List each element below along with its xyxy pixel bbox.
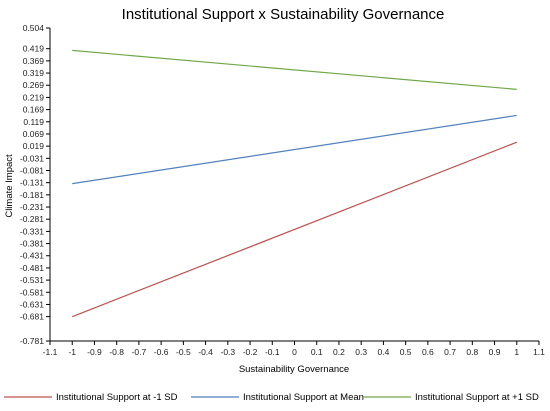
- y-tick-label: 0.069: [23, 129, 45, 139]
- x-tick-label: 1.1: [533, 347, 545, 357]
- x-tick-label: 0.9: [489, 347, 501, 357]
- y-tick-label: -0.181: [20, 190, 44, 200]
- x-axis-label: Sustainability Governance: [239, 364, 349, 375]
- x-tick-label: -0.8: [109, 347, 124, 357]
- x-tick-label: 0.6: [422, 347, 434, 357]
- x-tick-label: -0.6: [154, 347, 169, 357]
- y-tick-label: -0.231: [20, 202, 44, 212]
- x-tick-label: -0.1: [265, 347, 280, 357]
- legend-label: Institutional Support at -1 SD: [56, 392, 178, 403]
- x-axis-ticks: -1.1 -1 -0.9 -0.8 -0.7 -0.6 -0.5 -0.4 -0.3 -0.2 -0…: [43, 341, 545, 357]
- y-tick-label: 0.319: [23, 68, 45, 78]
- x-tick-label: 0.8: [466, 347, 478, 357]
- x-tick-label: -1.1: [43, 347, 58, 357]
- y-tick-label: -0.431: [20, 251, 44, 261]
- y-tick-label: 0.369: [23, 56, 45, 66]
- x-tick-label: 1: [514, 347, 519, 357]
- y-tick-label: -0.381: [20, 239, 44, 249]
- y-tick-label: -0.481: [20, 263, 44, 273]
- y-tick-label: -0.031: [20, 153, 44, 163]
- y-tick-label: -0.081: [20, 165, 44, 175]
- x-tick-label: -0.5: [176, 347, 191, 357]
- series-line-1: [72, 114, 517, 185]
- series-lines: [72, 49, 517, 318]
- y-tick-label: -0.681: [20, 312, 44, 322]
- x-tick-label: 0.2: [333, 347, 345, 357]
- y-tick-label: 0.019: [23, 141, 45, 151]
- x-tick-label: 0.7: [444, 347, 456, 357]
- x-tick-label: -0.4: [198, 347, 213, 357]
- x-tick-label: 0: [292, 347, 297, 357]
- y-axis-label: Climate Impact: [4, 154, 15, 218]
- legend: Institutional Support at -1 SD Institutio…: [4, 392, 539, 403]
- legend-label: Institutional Support at +1 SD: [415, 392, 539, 403]
- x-tick-label: -0.7: [132, 347, 147, 357]
- y-tick-label: -0.131: [20, 178, 44, 188]
- axes: [49, 28, 539, 342]
- y-tick-label: 0.119: [23, 117, 44, 127]
- y-tick-label: -0.581: [20, 287, 44, 297]
- y-tick-label: -0.281: [20, 214, 44, 224]
- y-tick-label: -0.781: [20, 336, 44, 346]
- series-line-2: [72, 49, 517, 90]
- y-axis-ticks: 0.504 0.419 0.369 0.319 0.269 0.219 0.169 0.119…: [20, 23, 50, 346]
- x-tick-label: -0.2: [243, 347, 258, 357]
- y-tick-label: 0.169: [23, 105, 45, 115]
- x-tick-label: 0.5: [400, 347, 412, 357]
- y-tick-label: 0.419: [23, 44, 45, 54]
- legend-label: Institutional Support at Mean: [243, 392, 364, 403]
- x-tick-label: 0.3: [355, 347, 367, 357]
- y-tick-label: 0.504: [23, 23, 45, 33]
- chart-title: Institutional Support x Sustainability G…: [122, 6, 445, 23]
- series-line-0: [72, 141, 517, 318]
- x-tick-label: 0.1: [311, 347, 323, 357]
- x-tick-label: -1: [68, 347, 76, 357]
- y-tick-label: -0.531: [20, 275, 44, 285]
- x-tick-label: -0.3: [220, 347, 235, 357]
- y-tick-label: 0.269: [23, 80, 45, 90]
- x-tick-label: -0.9: [87, 347, 102, 357]
- x-tick-label: 0.4: [377, 347, 389, 357]
- y-tick-label: -0.331: [20, 226, 44, 236]
- y-tick-label: 0.219: [23, 92, 45, 102]
- y-tick-label: -0.631: [20, 299, 44, 309]
